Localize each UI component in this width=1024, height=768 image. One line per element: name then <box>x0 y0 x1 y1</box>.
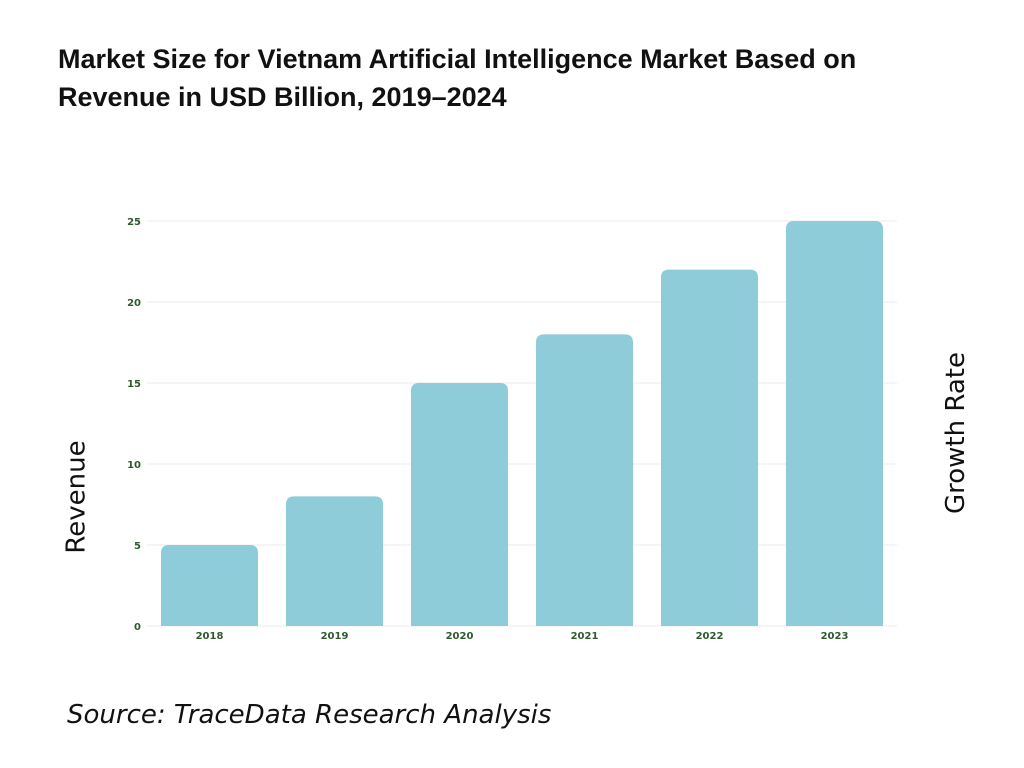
x-tick-label: 2022 <box>696 631 724 642</box>
bar-2023 <box>786 221 883 626</box>
y-tick-label: 20 <box>127 298 141 309</box>
chart-title: Market Size for Vietnam Artificial Intel… <box>58 44 857 112</box>
bar-2018 <box>161 545 258 626</box>
x-tick-label: 2019 <box>321 631 349 642</box>
x-tick-label: 2020 <box>446 631 474 642</box>
x-tick-label: 2023 <box>821 631 849 642</box>
bar-2019 <box>286 496 383 626</box>
x-tick-label: 2021 <box>571 631 599 642</box>
bar-2020 <box>411 383 508 626</box>
y-tick-label: 0 <box>134 622 141 633</box>
bar-2021 <box>536 334 633 626</box>
source-note: Source: TraceData Research Analysis <box>67 700 552 730</box>
bar-2022 <box>661 269 758 626</box>
x-tick-label: 2018 <box>196 631 224 642</box>
y-tick-label: 15 <box>127 379 141 390</box>
y-axis-label: Revenue <box>61 440 92 554</box>
y-tick-label: 10 <box>127 460 141 471</box>
secondary-y-axis-label: Growth Rate <box>941 352 971 514</box>
y-tick-label: 5 <box>134 541 141 552</box>
y-tick-label: 25 <box>127 217 141 228</box>
